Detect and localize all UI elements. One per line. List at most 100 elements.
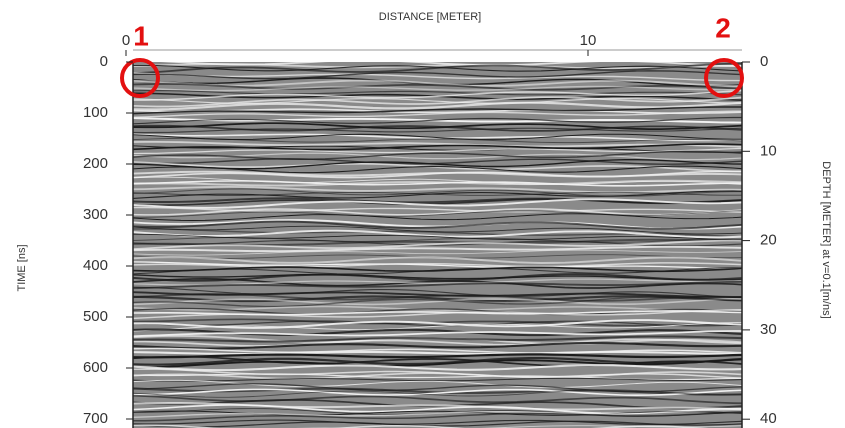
- reflection: [133, 295, 742, 303]
- reflection: [294, 425, 742, 428]
- reflection: [133, 350, 742, 356]
- reflection: [133, 165, 742, 174]
- reflection: [133, 147, 742, 155]
- y-tick-label: 500: [83, 308, 108, 325]
- reflection: [133, 89, 742, 101]
- reflection: [133, 388, 742, 396]
- reflection: [133, 158, 742, 165]
- reflection: [133, 116, 742, 125]
- reflection: [133, 141, 742, 148]
- reflection: [133, 62, 742, 75]
- radargram-reflections: [133, 62, 742, 428]
- y2-tick-label: 30: [760, 321, 777, 338]
- reflection: [133, 321, 742, 332]
- reflection: [133, 101, 742, 111]
- reflection: [133, 190, 742, 199]
- reflection: [133, 309, 742, 320]
- reflection: [133, 213, 742, 221]
- reflection: [133, 293, 742, 302]
- reflection: [133, 124, 742, 132]
- reflection: [133, 127, 742, 134]
- reflection: [133, 198, 742, 207]
- reflection: [133, 394, 742, 405]
- reflection: [133, 137, 742, 144]
- reflection: [133, 239, 742, 250]
- reflection: [133, 410, 742, 416]
- reflection: [133, 106, 742, 115]
- reflection: [133, 409, 742, 418]
- reflection: [133, 220, 742, 230]
- reflection: [133, 389, 742, 398]
- reflection: [133, 267, 742, 275]
- reflection: [133, 85, 742, 92]
- reflection: [133, 110, 742, 118]
- reflection: [133, 411, 742, 422]
- reflection: [133, 229, 742, 239]
- reflection: [133, 358, 742, 369]
- reflection: [133, 277, 742, 289]
- reflection: [133, 286, 742, 299]
- y-tick-label: 400: [83, 257, 108, 274]
- highlight-circle: [120, 58, 160, 98]
- reflection: [133, 198, 742, 209]
- y-tick-label: 0: [100, 53, 108, 70]
- reflection: [133, 236, 742, 243]
- y-tick-label: 600: [83, 359, 108, 376]
- y2-tick-label: 40: [760, 410, 777, 427]
- reflection: [133, 117, 742, 124]
- reflection: [133, 347, 742, 354]
- reflection: [133, 70, 742, 80]
- reflection: [133, 208, 742, 216]
- reflection: [133, 335, 742, 343]
- reflection: [133, 179, 742, 187]
- reflection: [133, 72, 742, 82]
- reflection: [133, 63, 742, 70]
- reflection: [133, 357, 742, 366]
- reflection: [133, 143, 742, 151]
- y-axis-title: TIME [ns]: [16, 244, 28, 291]
- y-tick-label: 200: [83, 155, 108, 172]
- reflection: [133, 261, 742, 270]
- reflection: [133, 371, 742, 380]
- reflection: [133, 245, 742, 253]
- reflection: [133, 379, 742, 388]
- reflection: [133, 420, 742, 428]
- reflection: [133, 262, 742, 268]
- reflection: [133, 341, 742, 350]
- reflection: [133, 377, 742, 382]
- reflection: [133, 320, 742, 327]
- marker-label: 1: [133, 20, 149, 51]
- reflection: [133, 280, 742, 290]
- reflection: [133, 210, 742, 218]
- reflection: [133, 298, 742, 306]
- x-axis-title: DISTANCE [METER]: [379, 11, 481, 23]
- x-tick-label: 10: [580, 32, 597, 49]
- reflection: [133, 353, 742, 359]
- reflection: [133, 188, 742, 197]
- reflection: [133, 170, 742, 179]
- reflection: [133, 419, 742, 425]
- reflection: [133, 256, 742, 264]
- reflection: [133, 159, 742, 170]
- x-tick-label: 0: [122, 32, 130, 49]
- reflection: [133, 90, 742, 96]
- highlight-circle: [704, 58, 744, 98]
- reflection: [133, 79, 742, 87]
- reflection: [133, 83, 742, 91]
- reflection: [133, 319, 742, 329]
- reflection: [133, 364, 742, 372]
- reflection: [133, 338, 742, 347]
- reflection: [133, 96, 742, 108]
- y2-tick-label: 20: [760, 232, 777, 249]
- y2-tick-label: 0: [760, 53, 768, 70]
- reflection: [133, 249, 742, 256]
- y-tick-label: 100: [83, 104, 108, 121]
- reflection: [133, 305, 742, 312]
- reflection: [133, 266, 742, 273]
- y2-tick-label: 10: [760, 142, 777, 159]
- y-tick-label: 700: [83, 410, 108, 427]
- y2-axis-title: DEPTH [METER] at v=0.1[m/ns]: [820, 161, 832, 318]
- reflection: [133, 186, 742, 194]
- reflection: [133, 330, 742, 338]
